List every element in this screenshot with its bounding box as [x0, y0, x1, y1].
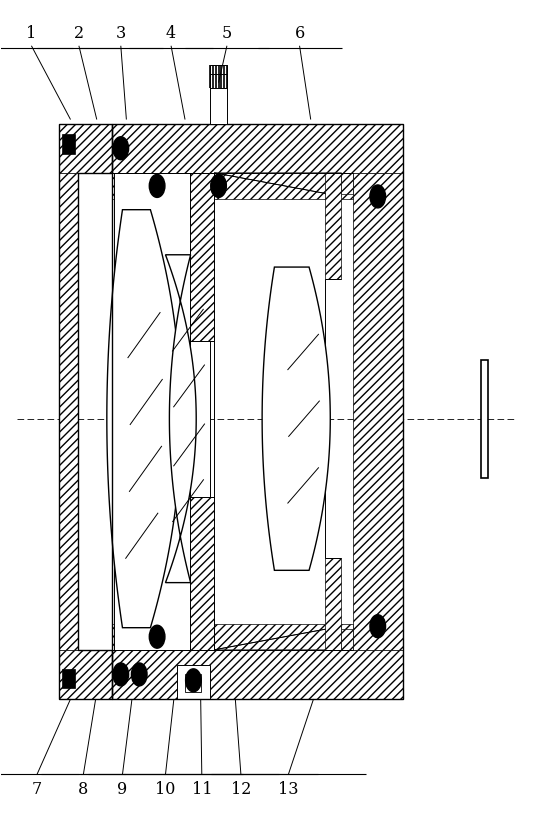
Bar: [185, 674, 200, 692]
Text: 9: 9: [118, 781, 128, 798]
Circle shape: [185, 669, 201, 692]
Circle shape: [113, 663, 129, 686]
Bar: [59, 124, 113, 172]
Polygon shape: [107, 209, 181, 628]
Polygon shape: [214, 626, 342, 650]
Bar: [189, 172, 214, 341]
Bar: [59, 650, 113, 699]
Bar: [189, 497, 214, 650]
Bar: [325, 558, 342, 650]
Polygon shape: [214, 172, 342, 196]
Text: 5: 5: [222, 25, 232, 42]
Circle shape: [370, 615, 386, 638]
Bar: [176, 664, 210, 699]
Bar: [325, 172, 342, 279]
Circle shape: [150, 626, 165, 649]
Text: 2: 2: [74, 25, 84, 42]
Text: 8: 8: [78, 781, 88, 798]
Bar: [325, 172, 353, 194]
Circle shape: [370, 185, 386, 208]
Polygon shape: [262, 267, 330, 571]
Bar: [113, 124, 403, 172]
Text: 6: 6: [295, 25, 305, 42]
Text: 11: 11: [192, 781, 212, 798]
Bar: [481, 360, 488, 478]
Bar: [113, 650, 403, 699]
Circle shape: [132, 663, 147, 686]
Text: 7: 7: [32, 781, 42, 798]
Text: 4: 4: [166, 25, 176, 42]
Bar: [62, 668, 75, 688]
Bar: [114, 172, 210, 650]
Text: 1: 1: [26, 25, 36, 42]
Text: 10: 10: [155, 781, 176, 798]
Bar: [210, 75, 227, 124]
Bar: [59, 172, 78, 650]
Bar: [353, 172, 403, 650]
Circle shape: [150, 174, 165, 197]
Bar: [113, 172, 353, 199]
Text: 3: 3: [116, 25, 126, 42]
Circle shape: [211, 174, 226, 197]
Text: 12: 12: [231, 781, 251, 798]
Circle shape: [113, 137, 129, 160]
Bar: [113, 624, 353, 650]
Polygon shape: [166, 255, 196, 583]
Bar: [325, 629, 353, 650]
Text: 13: 13: [278, 781, 298, 798]
Bar: [62, 135, 75, 154]
